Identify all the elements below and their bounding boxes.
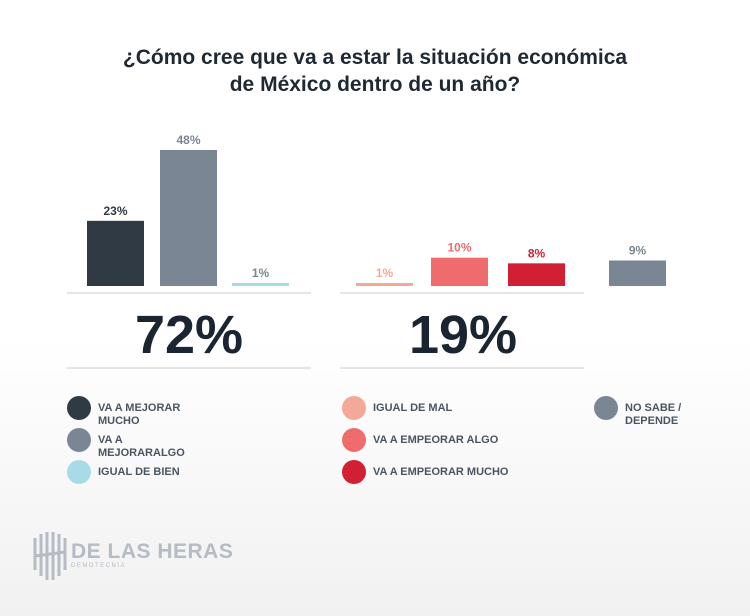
legend-item-igual-mal: IGUAL DE MAL: [342, 396, 513, 420]
bar-value-label: 1%: [376, 266, 394, 280]
legend-item-igual-bien: IGUAL DE BIEN: [67, 460, 208, 484]
legend-swatch: [594, 396, 618, 420]
legend-label: VA A MEJORAR MUCHO: [98, 402, 181, 427]
logo-subtitle: DEMOTECNIA: [71, 563, 127, 569]
bar-value-label: 48%: [176, 133, 200, 147]
legend-item-empeorar-algo: VA A EMPEORAR ALGO: [342, 428, 513, 452]
logo-name: DE LAS HERAS: [71, 540, 234, 563]
group-total-label: 19%: [409, 305, 517, 365]
bar-va-a-empeorar-algo: [431, 257, 488, 286]
bar-value-label: 8%: [528, 246, 546, 260]
building-columns-icon: [33, 532, 67, 580]
logo: DE LAS HERAS DEMOTECNIA: [33, 530, 233, 580]
legend-label: NO SABE / DEPENDE: [625, 402, 682, 427]
bar-igual-de-mal: [356, 283, 413, 286]
legend-item-mejorar-algo: VA A MEJORARALGO: [67, 428, 208, 460]
legend-label: VA A MEJORARALGO: [98, 434, 185, 459]
legend-swatch: [67, 396, 91, 420]
legend-swatch: [342, 460, 366, 484]
chart-title-line-1: ¿Cómo cree que va a estar la situación e…: [122, 46, 628, 69]
legend-label: IGUAL DE MAL: [373, 402, 453, 414]
chart-title: ¿Cómo cree que va a estar la situación e…: [0, 44, 750, 98]
bar-no-sabe-depende: [609, 260, 666, 286]
bar-value-label: 10%: [447, 241, 471, 255]
legend-swatch: [67, 428, 91, 452]
legend-label: VA A EMPEORAR ALGO: [373, 434, 499, 446]
legend-swatch: [342, 428, 366, 452]
legend-swatch: [342, 396, 366, 420]
legend-item-no-sabe: NO SABE / DEPENDE: [594, 396, 687, 428]
chart-title-line-2: de México dentro de un año?: [229, 73, 521, 96]
bar-igual-de-bien: [232, 283, 289, 286]
legend-label: IGUAL DE BIEN: [98, 466, 180, 478]
bar-va-a-empeorar-mucho: [508, 263, 565, 286]
bar-va-a-mejorar-mucho: [87, 220, 144, 286]
legend-item-empeorar-mucho: VA A EMPEORAR MUCHO: [342, 460, 513, 484]
legend-item-mejorar-mucho: VA A MEJORAR MUCHO: [67, 396, 208, 428]
legend-label: VA A EMPEORAR MUCHO: [373, 466, 509, 478]
bar-value-label: 23%: [103, 204, 127, 218]
bar-value-label: 9%: [629, 244, 647, 258]
group-total-label: 72%: [135, 305, 243, 365]
legend-swatch: [67, 460, 91, 484]
bar-va-a-mejoraralgo: [160, 150, 217, 286]
bar-value-label: 1%: [252, 266, 270, 280]
